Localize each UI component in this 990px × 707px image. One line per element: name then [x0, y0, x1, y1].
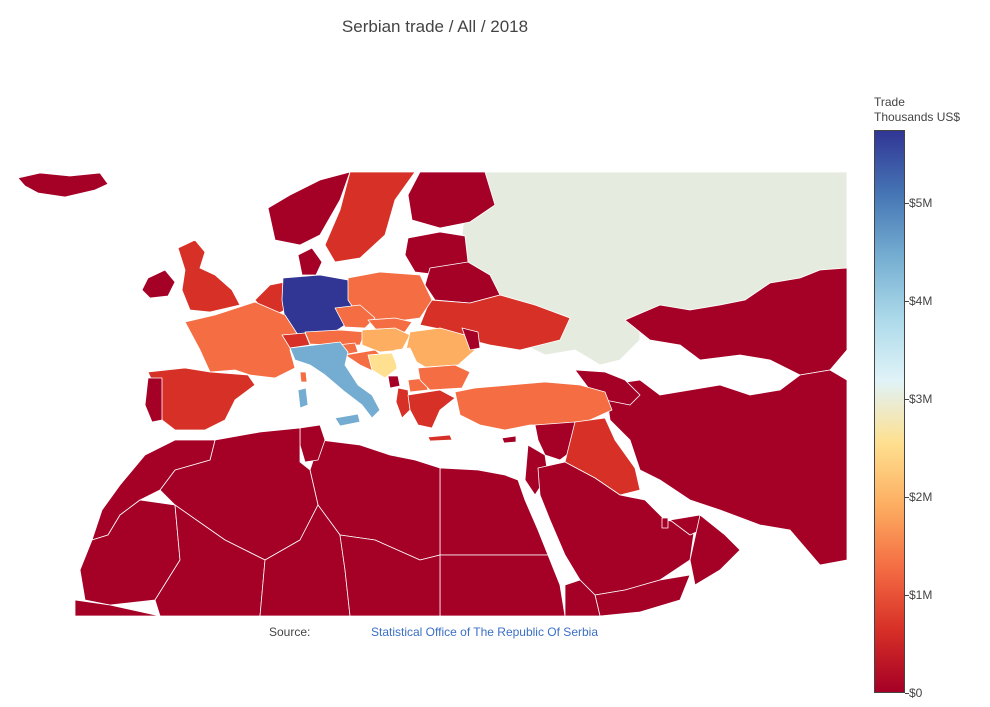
- region-italy[interactable]: [289, 341, 381, 419]
- colorbar-tick-label: $3M: [909, 392, 933, 407]
- colorbar-tick-mark: [905, 203, 909, 205]
- colorbar-tick-mark: [905, 595, 909, 597]
- region-iran[interactable]: [604, 369, 847, 566]
- region-saudi-arabia[interactable]: [537, 461, 696, 596]
- choropleth-map[interactable]: [0, 0, 870, 707]
- source-label: Source:: [269, 625, 311, 639]
- region-portugal[interactable]: [144, 377, 163, 423]
- colorbar-title: Trade Thousands US$: [874, 95, 960, 125]
- region-sweden[interactable]: [324, 172, 416, 263]
- colorbar-tick-label: $2M: [909, 490, 933, 505]
- region-serbia[interactable]: [394, 347, 419, 379]
- region-finland[interactable]: [407, 172, 496, 229]
- map-title: Serbian trade / All / 2018: [341, 17, 529, 36]
- colorbar-tick-mark: [905, 497, 909, 499]
- colorbar-tick-label: $1M: [909, 588, 933, 603]
- region-austria[interactable]: [304, 329, 366, 346]
- colorbar-tick-mark: [905, 399, 909, 401]
- region-west-africa[interactable]: [74, 599, 161, 616]
- colorbar-tick-mark: [905, 301, 909, 303]
- colorbar-tick-label: $4M: [909, 294, 933, 309]
- region-norway[interactable]: [267, 172, 351, 246]
- region-greece[interactable]: [407, 389, 456, 429]
- region-cyprus[interactable]: [501, 435, 517, 444]
- region-bosnia[interactable]: [367, 352, 399, 379]
- colorbar-title-line2: Thousands US$: [874, 110, 961, 124]
- region-kazakhstan[interactable]: [624, 267, 847, 376]
- region-france[interactable]: [184, 301, 299, 379]
- region-montenegro[interactable]: [387, 375, 401, 389]
- region-sardinia[interactable]: [297, 387, 309, 409]
- region-ireland[interactable]: [141, 269, 176, 299]
- region-sudan[interactable]: [439, 554, 566, 616]
- region-moldova[interactable]: [461, 327, 481, 351]
- region-chad[interactable]: [339, 534, 441, 616]
- region-iceland[interactable]: [17, 172, 109, 198]
- region-hungary[interactable]: [361, 327, 411, 353]
- region-yemen[interactable]: [594, 574, 691, 616]
- region-mali[interactable]: [154, 504, 266, 616]
- region-turkey[interactable]: [454, 381, 613, 431]
- region-denmark[interactable]: [297, 247, 323, 276]
- source-link[interactable]: Statistical Office of The Republic Of Se…: [371, 625, 598, 639]
- region-albania[interactable]: [395, 387, 411, 419]
- region-spain[interactable]: [147, 367, 256, 431]
- colorbar-tick-label: $0: [909, 686, 923, 700]
- colorbar-tick-label: $5M: [909, 196, 933, 211]
- colorbar-title-line1: Trade: [874, 95, 905, 109]
- region-qatar[interactable]: [661, 517, 669, 529]
- region-sicily[interactable]: [334, 413, 361, 427]
- region-oman[interactable]: [689, 514, 741, 586]
- region-uk[interactable]: [177, 239, 241, 313]
- colorbar-gradient: [874, 130, 905, 693]
- region-bulgaria[interactable]: [417, 364, 471, 391]
- region-switzerland[interactable]: [281, 332, 311, 349]
- region-eritrea[interactable]: [564, 579, 601, 616]
- region-corsica[interactable]: [299, 371, 308, 383]
- region-crete[interactable]: [427, 434, 453, 442]
- colorbar-tick-mark: [905, 693, 909, 694]
